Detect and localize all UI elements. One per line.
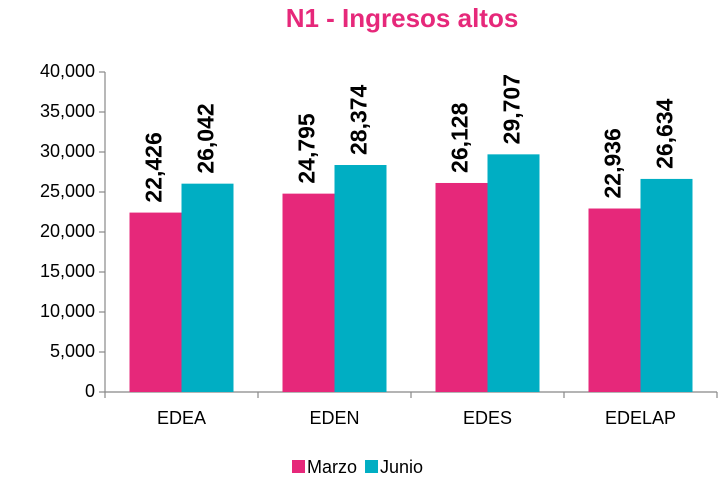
x-tick-label: EDELAP	[605, 408, 676, 428]
bar	[282, 193, 335, 392]
y-tick-label: 25,000	[40, 181, 95, 201]
value-label: 28,374	[346, 84, 372, 155]
bar	[640, 178, 693, 392]
value-label: 26,634	[652, 98, 678, 169]
legend-label: Marzo	[307, 457, 357, 477]
bar	[334, 165, 387, 392]
bar	[435, 182, 488, 392]
y-tick-label: 20,000	[40, 221, 95, 241]
y-tick-label: 30,000	[40, 141, 95, 161]
bar	[588, 208, 641, 392]
bar	[129, 212, 182, 392]
y-tick-label: 35,000	[40, 101, 95, 121]
value-label: 24,795	[294, 113, 320, 184]
x-tick-label: EDES	[463, 408, 512, 428]
value-label: 29,707	[499, 74, 525, 144]
y-tick-label: 15,000	[40, 261, 95, 281]
value-label: 26,042	[193, 103, 219, 173]
x-tick-label: EDEN	[309, 408, 359, 428]
chart-title: N1 - Ingresos altos	[286, 3, 519, 33]
legend-swatch	[292, 460, 305, 473]
legend-swatch	[365, 460, 379, 473]
bar	[487, 154, 540, 392]
y-tick-label: 5,000	[50, 341, 95, 361]
y-tick-label: 40,000	[40, 61, 95, 81]
x-tick-label: EDEA	[157, 408, 206, 428]
value-label: 22,426	[141, 132, 167, 202]
legend-label: Junio	[380, 457, 423, 477]
bar	[181, 183, 234, 392]
y-tick-label: 0	[85, 381, 95, 401]
y-tick-label: 10,000	[40, 301, 95, 321]
value-label: 22,936	[600, 128, 626, 198]
value-label: 26,128	[447, 102, 473, 173]
